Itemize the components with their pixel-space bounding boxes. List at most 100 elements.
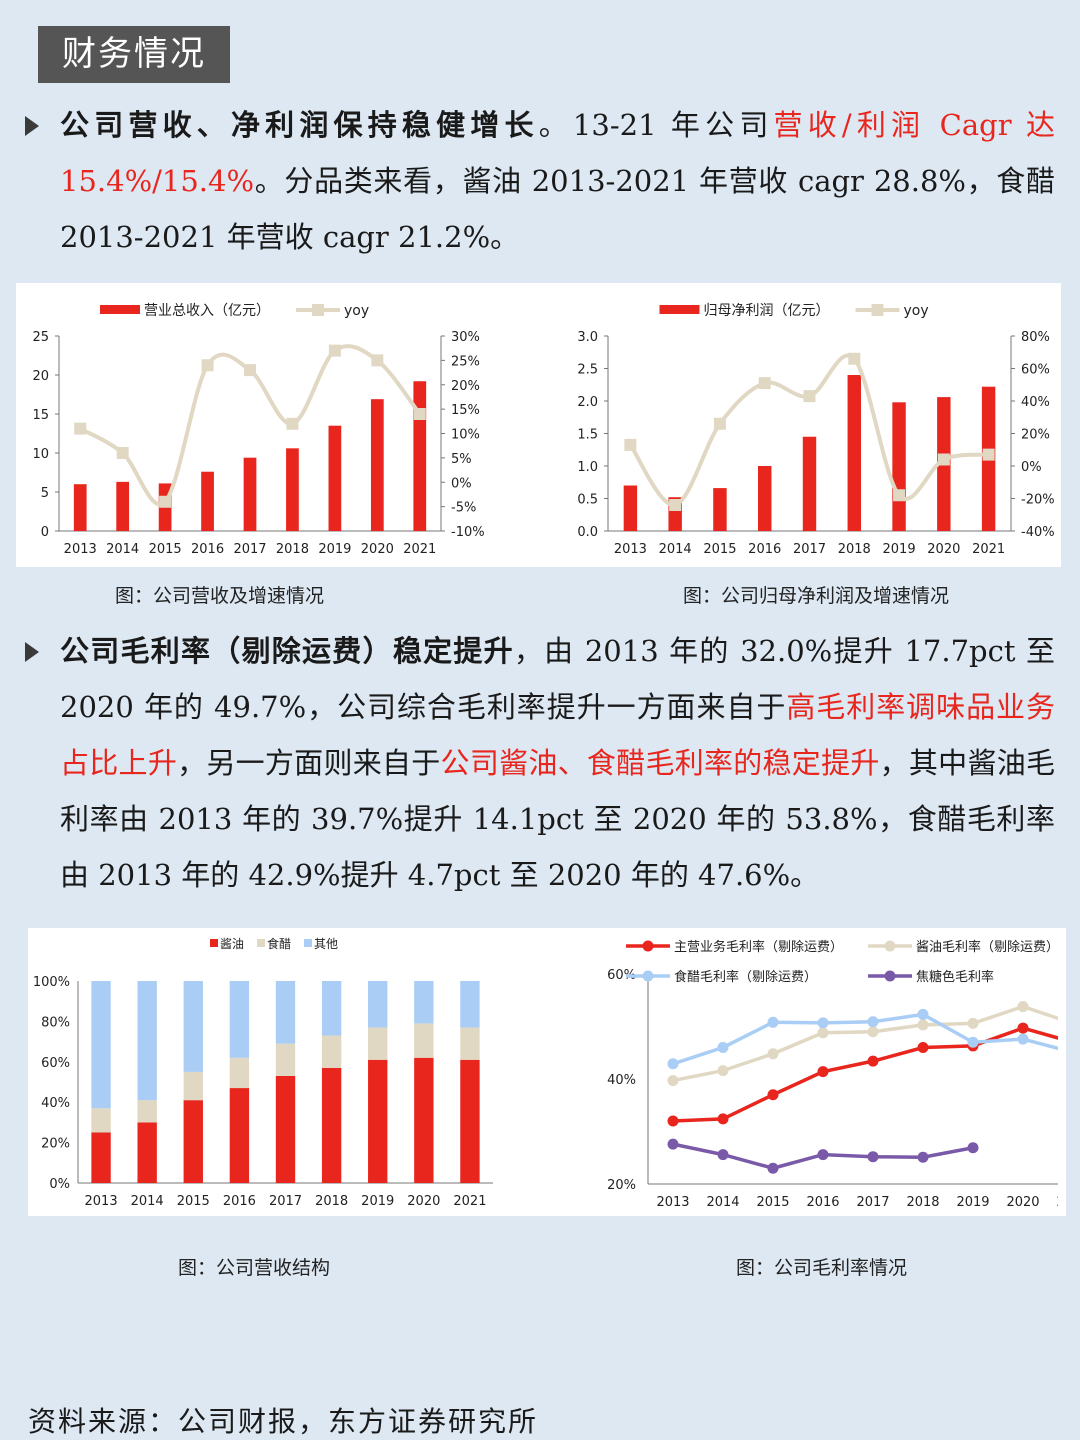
series-point <box>717 1149 729 1161</box>
y-tick-label: 60% <box>607 968 636 983</box>
x-tick-label: 2014 <box>106 542 139 557</box>
para2-highlight-1: 高毛利率调味品业务占比上升 <box>60 690 1055 780</box>
bar <box>370 399 384 531</box>
revenue-chart: 0 5 10 15 20 25 -10% -5% 0% 5% 10% 15% 20% 25% 30% 2013… <box>32 303 484 557</box>
y-tick-label: 5 <box>41 486 49 501</box>
stacked-bar-segment <box>137 1100 157 1123</box>
legend-swatch <box>304 939 312 947</box>
stacked-bar-segment <box>229 1088 250 1183</box>
yoy-point <box>74 422 87 435</box>
legend-marker-yoy <box>871 304 884 316</box>
yoy-point <box>713 417 726 430</box>
bar <box>286 448 299 531</box>
y2-tick-label: -20% <box>1021 493 1055 508</box>
stacked-bar-segment <box>460 1027 480 1060</box>
x-tick-label: 2016 <box>223 1194 256 1209</box>
x-tick-label: 2014 <box>131 1194 164 1209</box>
series-point <box>917 1008 929 1020</box>
series-point <box>867 1016 879 1028</box>
x-tick-label: 2017 <box>793 542 826 557</box>
x-tick-label: 2015 <box>149 542 182 557</box>
y-tick-label: 0 <box>41 525 49 540</box>
para2-highlight-2: 公司酱油、食醋毛利率的稳定提升 <box>440 746 880 780</box>
yoy-point <box>624 438 637 451</box>
series-point <box>767 1089 779 1101</box>
x-tick-label: 2013 <box>64 542 97 557</box>
stacked-bar-segment <box>137 1122 157 1183</box>
series-point <box>817 1149 829 1161</box>
source-note: 资料来源：公司财报，东方证券研究所 <box>28 1405 539 1438</box>
x-tick-label: 2017 <box>233 542 266 557</box>
para2-text-1: ，由 2013 年的 32.0%提升 17.7pct 至 2020 年的 49.… <box>60 634 1055 724</box>
series-line <box>672 1012 1058 1066</box>
bar <box>328 425 342 531</box>
y2-tick-label: 25% <box>451 354 480 369</box>
legend-swatch-bars <box>659 305 700 314</box>
y2-tick-label: 0% <box>1021 460 1042 475</box>
y-tick-label: 3.0 <box>577 330 598 345</box>
series-point <box>767 1162 779 1174</box>
stacked-bar-segment <box>183 1071 203 1101</box>
y-tick-label: 20% <box>607 1178 636 1193</box>
bullet-arrow-icon <box>25 116 39 136</box>
bullet-arrow-icon <box>25 642 39 662</box>
y2-tick-label: -5% <box>451 501 476 516</box>
y2-tick-label: 0% <box>451 476 472 491</box>
legend-marker-yoy <box>312 304 324 316</box>
x-tick-label: 2018 <box>838 542 871 557</box>
para1-text-2: 。分品类来看，酱油 2013-2021 年营收 cagr 28.8%，食醋 20… <box>60 164 1055 254</box>
y-tick-label: 2.5 <box>577 363 598 378</box>
x-tick-label: 2016 <box>191 542 224 557</box>
yoy-point <box>893 489 906 502</box>
y-tick-label: 60% <box>41 1056 70 1071</box>
legend-label: 主营业务毛利率（剔除运费） <box>674 939 843 955</box>
y-tick-label: 40% <box>607 1073 636 1088</box>
series-point <box>667 1138 679 1150</box>
series-point <box>717 1065 729 1077</box>
x-tick-label: 2017 <box>856 1195 889 1210</box>
x-tick-label: 2014 <box>659 542 692 557</box>
stacked-bar-segment <box>183 1100 203 1183</box>
yoy-point <box>201 359 214 372</box>
y-tick-label: 80% <box>41 1015 70 1030</box>
section-title: 财务情况 <box>38 26 230 83</box>
legend-label-bars: 营业总收入（亿元） <box>144 303 270 319</box>
yoy-point <box>803 390 816 403</box>
stacked-bar-segment <box>460 1059 480 1183</box>
y-tick-label: 15 <box>32 408 49 423</box>
series-point <box>767 1016 779 1028</box>
series-point <box>817 1066 829 1078</box>
stacked-bar-segment <box>91 1132 111 1183</box>
para2-text-3: ，其中酱油毛利率由 2013 年的 39.7%提升 14.1pct 至 2020… <box>60 746 1055 892</box>
series-point <box>1017 1001 1029 1013</box>
net-profit-chart: 0.0 0.5 1.0 1.5 2.0 2.5 3.0 -40% -20% 0% 20% 40% 60%… <box>577 302 1055 557</box>
x-tick-label: 2021 <box>1056 1195 1058 1210</box>
stacked-bar-segment <box>275 981 296 1044</box>
series-point <box>1017 1033 1029 1045</box>
stacked-bar-segment <box>414 1057 434 1183</box>
series-point <box>817 1017 829 1029</box>
series-point <box>867 1151 879 1163</box>
legend-marker <box>884 940 896 952</box>
yoy-point <box>758 377 771 390</box>
stacked-bar-segment <box>368 1059 388 1183</box>
yoy-point <box>328 344 341 357</box>
caption-net-profit-chart: 图：公司归母净利润及增速情况 <box>683 585 950 607</box>
x-tick-label: 2020 <box>1006 1195 1039 1210</box>
x-tick-label: 2020 <box>361 542 394 557</box>
bar <box>201 471 214 531</box>
y2-tick-label: 80% <box>1021 330 1050 345</box>
legend-swatch-bars <box>100 305 140 314</box>
series-point <box>917 1151 929 1163</box>
y-tick-label: 25 <box>32 330 49 345</box>
series-point <box>867 1055 879 1067</box>
x-tick-label: 2018 <box>906 1195 939 1210</box>
series-point <box>817 1027 829 1039</box>
revenue-structure-chart: 0% 20% 40% 60% 80% 100% 2013 2014 2015 2016 2017 20… <box>33 936 493 1209</box>
yoy-point <box>159 495 172 508</box>
legend-swatch <box>210 939 218 947</box>
legend-label-bars: 归母净利润（亿元） <box>704 302 830 319</box>
x-tick-label: 2021 <box>972 542 1005 557</box>
para1-heading: 公司营收、净利润保持稳健增长 <box>60 108 539 142</box>
x-tick-label: 2014 <box>706 1195 739 1210</box>
